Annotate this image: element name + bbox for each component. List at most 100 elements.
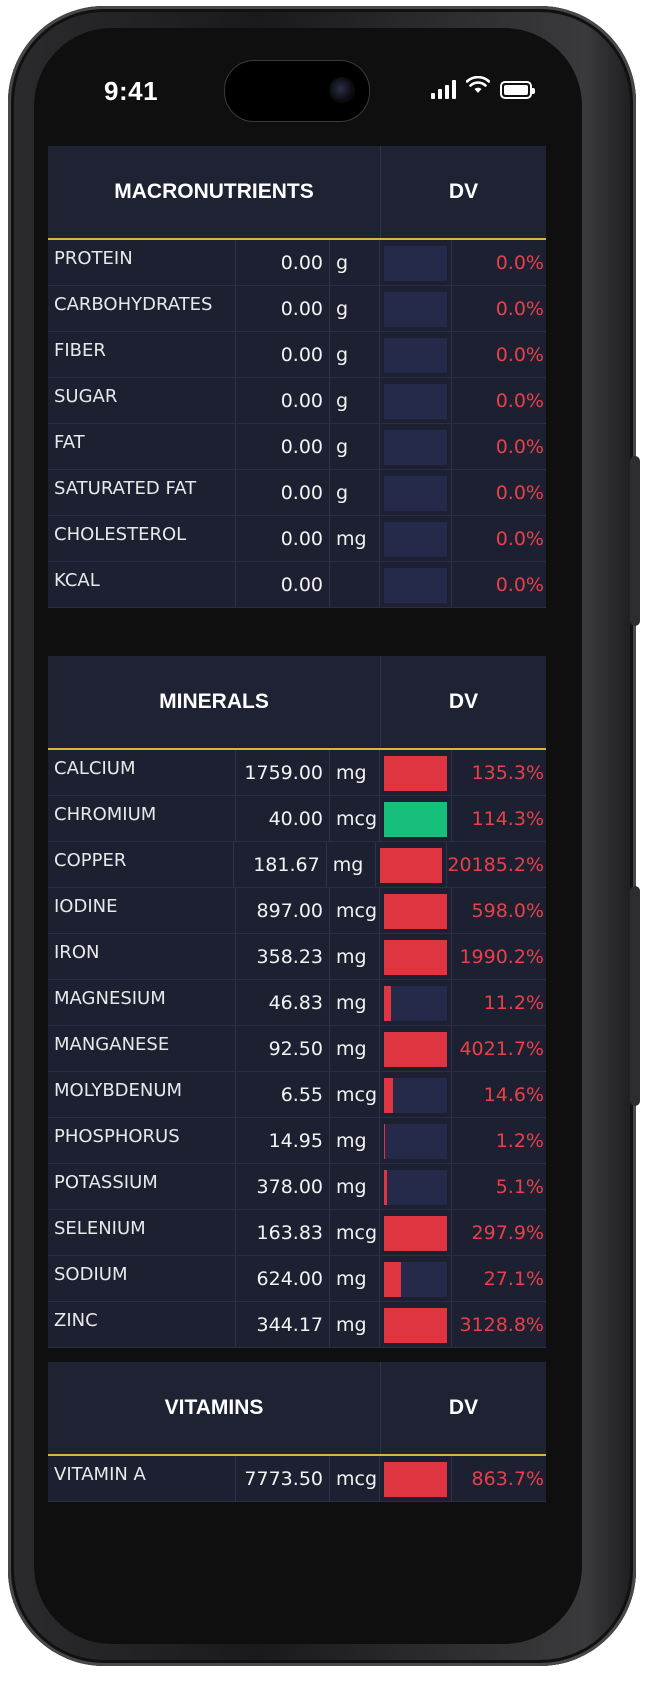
- nutrient-row[interactable]: IODINE 897.00 mcg 598.0%: [48, 888, 546, 934]
- nutrient-amount: 7773.50: [236, 1456, 330, 1501]
- dv-bar-track: [384, 568, 447, 603]
- dv-header: DV: [448, 1396, 479, 1419]
- nutrient-row[interactable]: IRON 358.23 mg 1990.2%: [48, 934, 546, 980]
- nutrient-row[interactable]: CHROMIUM 40.00 mcg 114.3%: [48, 796, 546, 842]
- nutrient-name: SELENIUM: [48, 1210, 236, 1255]
- nutrient-unit: mg: [330, 934, 380, 979]
- dv-percent: 3128.8%: [459, 1314, 544, 1336]
- nutrient-row[interactable]: VITAMIN A 7773.50 mcg 863.7%: [48, 1456, 546, 1502]
- dv-progress-bar: [380, 1256, 452, 1301]
- dv-bar-fill: [384, 1032, 447, 1067]
- dv-bar-fill: [384, 940, 447, 975]
- nutrient-amount: 40.00: [236, 796, 330, 841]
- nutrient-name: MANGANESE: [48, 1026, 236, 1071]
- dv-bar-track: [384, 1462, 447, 1497]
- nutrient-amount: 163.83: [236, 1210, 330, 1255]
- nutrient-row[interactable]: SATURATED FAT 0.00 g 0.0%: [48, 470, 546, 516]
- dv-percent: 0.0%: [495, 436, 544, 458]
- nutrient-amount: 897.00: [236, 888, 330, 933]
- nutrient-row[interactable]: FAT 0.00 g 0.0%: [48, 424, 546, 470]
- nutrient-row[interactable]: FIBER 0.00 g 0.0%: [48, 332, 546, 378]
- nutrient-unit: mg: [330, 1256, 380, 1301]
- nutrient-row[interactable]: SODIUM 624.00 mg 27.1%: [48, 1256, 546, 1302]
- dv-percent: 297.9%: [471, 1222, 544, 1244]
- nutrient-amount: 46.83: [236, 980, 330, 1025]
- dv-bar-track: [384, 1308, 447, 1343]
- nutrient-row[interactable]: SUGAR 0.00 g 0.0%: [48, 378, 546, 424]
- dv-bar-track: [384, 986, 447, 1021]
- nutrient-name: IRON: [48, 934, 236, 979]
- dv-percent: 0.0%: [495, 298, 544, 320]
- dv-progress-bar: [380, 470, 452, 515]
- nutrient-name: POTASSIUM: [48, 1164, 236, 1209]
- dv-percent: 0.0%: [495, 574, 544, 596]
- dv-bar-track: [384, 1170, 447, 1205]
- nutrient-row[interactable]: MAGNESIUM 46.83 mg 11.2%: [48, 980, 546, 1026]
- nutrient-row[interactable]: CARBOHYDRATES 0.00 g 0.0%: [48, 286, 546, 332]
- dv-progress-bar: [380, 240, 452, 285]
- dv-bar-track: [384, 1032, 447, 1067]
- nutrient-amount: 0.00: [236, 424, 330, 469]
- dv-progress-bar: [380, 888, 452, 933]
- dv-bar-fill: [384, 986, 392, 1021]
- nutrient-amount: 0.00: [236, 516, 330, 561]
- nutrient-unit: mg: [330, 980, 380, 1025]
- nutrient-amount: 0.00: [236, 378, 330, 423]
- nutrient-name: KCAL: [48, 562, 236, 607]
- dv-progress-bar: [380, 286, 452, 331]
- dv-percent: 5.1%: [495, 1176, 544, 1198]
- nutrient-amount: 0.00: [236, 332, 330, 377]
- dv-percent: 135.3%: [471, 762, 544, 784]
- nutrient-amount: 6.55: [236, 1072, 330, 1117]
- macronutrients-rows: PROTEIN 0.00 g 0.0% CARBOHYDRATES 0.00 g 0.0% FI…: [48, 240, 546, 608]
- dv-bar-track: [384, 1216, 447, 1251]
- section-title: VITAMINS: [48, 1362, 381, 1454]
- nutrient-amount: 0.00: [236, 240, 330, 285]
- nutrient-row[interactable]: MANGANESE 92.50 mg 4021.7%: [48, 1026, 546, 1072]
- dv-progress-bar: [376, 842, 448, 887]
- nutrient-unit: mcg: [330, 1210, 380, 1255]
- nutrient-row[interactable]: PHOSPHORUS 14.95 mg 1.2%: [48, 1118, 546, 1164]
- nutrient-amount: 14.95: [236, 1118, 330, 1163]
- minerals-rows: CALCIUM 1759.00 mg 135.3% CHROMIUM 40.00 mcg 11…: [48, 750, 546, 1348]
- nutrient-amount: 358.23: [236, 934, 330, 979]
- battery-icon: [500, 81, 535, 99]
- dv-percent: 1.2%: [495, 1130, 544, 1152]
- nutrient-unit: mg: [327, 842, 377, 887]
- nutrient-unit: mg: [330, 1164, 380, 1209]
- dv-bar-track: [384, 246, 447, 281]
- vitamins-table: VITAMINS DV VITAMIN A 7773.50 mcg 863.7%: [48, 1362, 546, 1502]
- camera-icon: [329, 77, 355, 103]
- side-button-lower: [630, 886, 640, 1106]
- nutrient-row[interactable]: CALCIUM 1759.00 mg 135.3%: [48, 750, 546, 796]
- nutrient-name: VITAMIN A: [48, 1456, 236, 1501]
- nutrient-row[interactable]: KCAL 0.00 0.0%: [48, 562, 546, 608]
- nutrient-row[interactable]: POTASSIUM 378.00 mg 5.1%: [48, 1164, 546, 1210]
- nutrient-row[interactable]: PROTEIN 0.00 g 0.0%: [48, 240, 546, 286]
- nutrient-unit: g: [330, 240, 380, 285]
- dv-progress-bar: [380, 1456, 452, 1501]
- nutrient-row[interactable]: COPPER 181.67 mg 20185.2%: [48, 842, 546, 888]
- wifi-icon: [465, 75, 491, 99]
- dv-header: DV: [448, 180, 479, 203]
- dv-bar-track: [384, 430, 447, 465]
- nutrient-row[interactable]: SELENIUM 163.83 mcg 297.9%: [48, 1210, 546, 1256]
- nutrient-row[interactable]: ZINC 344.17 mg 3128.8%: [48, 1302, 546, 1348]
- nutrient-name: PHOSPHORUS: [48, 1118, 236, 1163]
- nutrient-row[interactable]: CHOLESTEROL 0.00 mg 0.0%: [48, 516, 546, 562]
- nutrient-unit: g: [330, 286, 380, 331]
- dv-progress-bar: [380, 750, 452, 795]
- dv-progress-bar: [380, 934, 452, 979]
- nutrient-row[interactable]: MOLYBDENUM 6.55 mcg 14.6%: [48, 1072, 546, 1118]
- section-title: MINERALS: [48, 656, 381, 748]
- nutrient-name: SATURATED FAT: [48, 470, 236, 515]
- dynamic-island: [224, 60, 370, 122]
- dv-percent: 4021.7%: [459, 1038, 544, 1060]
- signal-icon: [431, 79, 456, 99]
- minerals-header: MINERALS DV: [48, 656, 546, 750]
- screen: 9:41 MACRONUTRIENTS DV PROTEIN 0.00 g 0.0% C…: [34, 28, 582, 1644]
- nutrient-name: CHROMIUM: [48, 796, 236, 841]
- dv-bar-fill: [384, 1124, 385, 1159]
- macronutrients-header: MACRONUTRIENTS DV: [48, 146, 546, 240]
- nutrient-amount: 0.00: [236, 470, 330, 515]
